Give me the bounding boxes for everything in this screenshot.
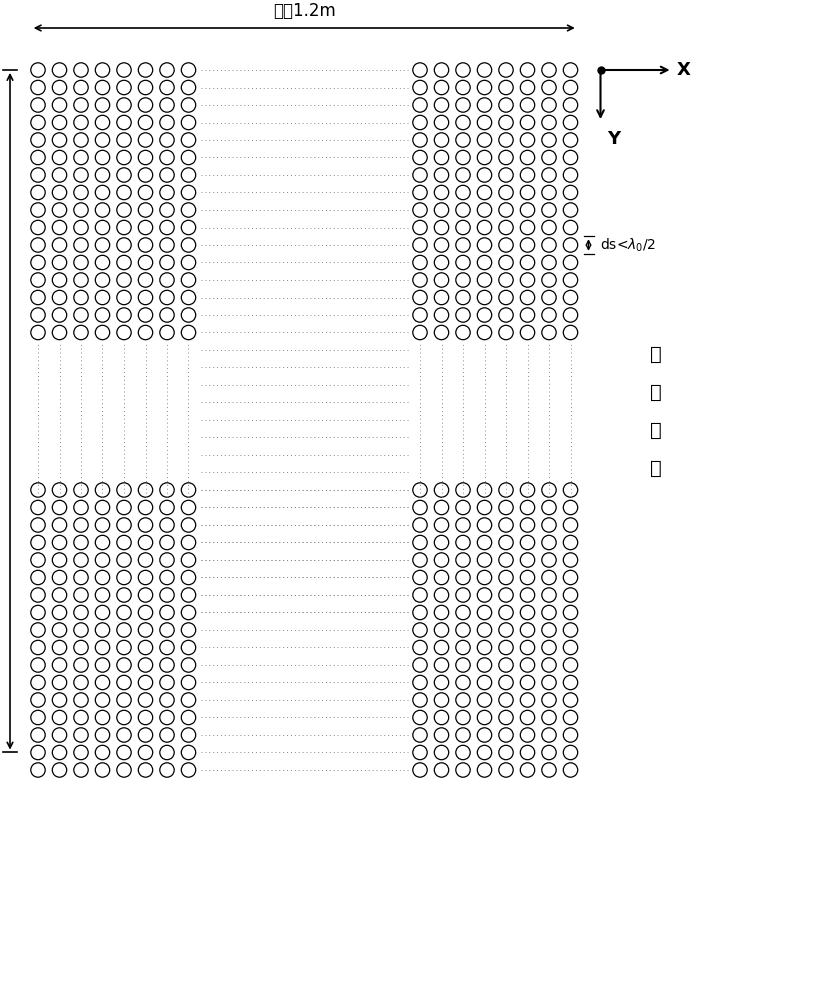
Text: 局: 局: [650, 459, 662, 478]
Text: X: X: [676, 61, 691, 79]
Text: 大于2.0m: 大于2.0m: [0, 380, 1, 443]
Text: 阵: 阵: [650, 383, 662, 402]
Text: 满: 满: [650, 345, 662, 364]
Text: 布: 布: [650, 421, 662, 440]
Text: 大于1.2m: 大于1.2m: [273, 2, 335, 20]
Text: Y: Y: [608, 130, 621, 148]
Text: ds<$\lambda_0$/2: ds<$\lambda_0$/2: [600, 236, 657, 254]
